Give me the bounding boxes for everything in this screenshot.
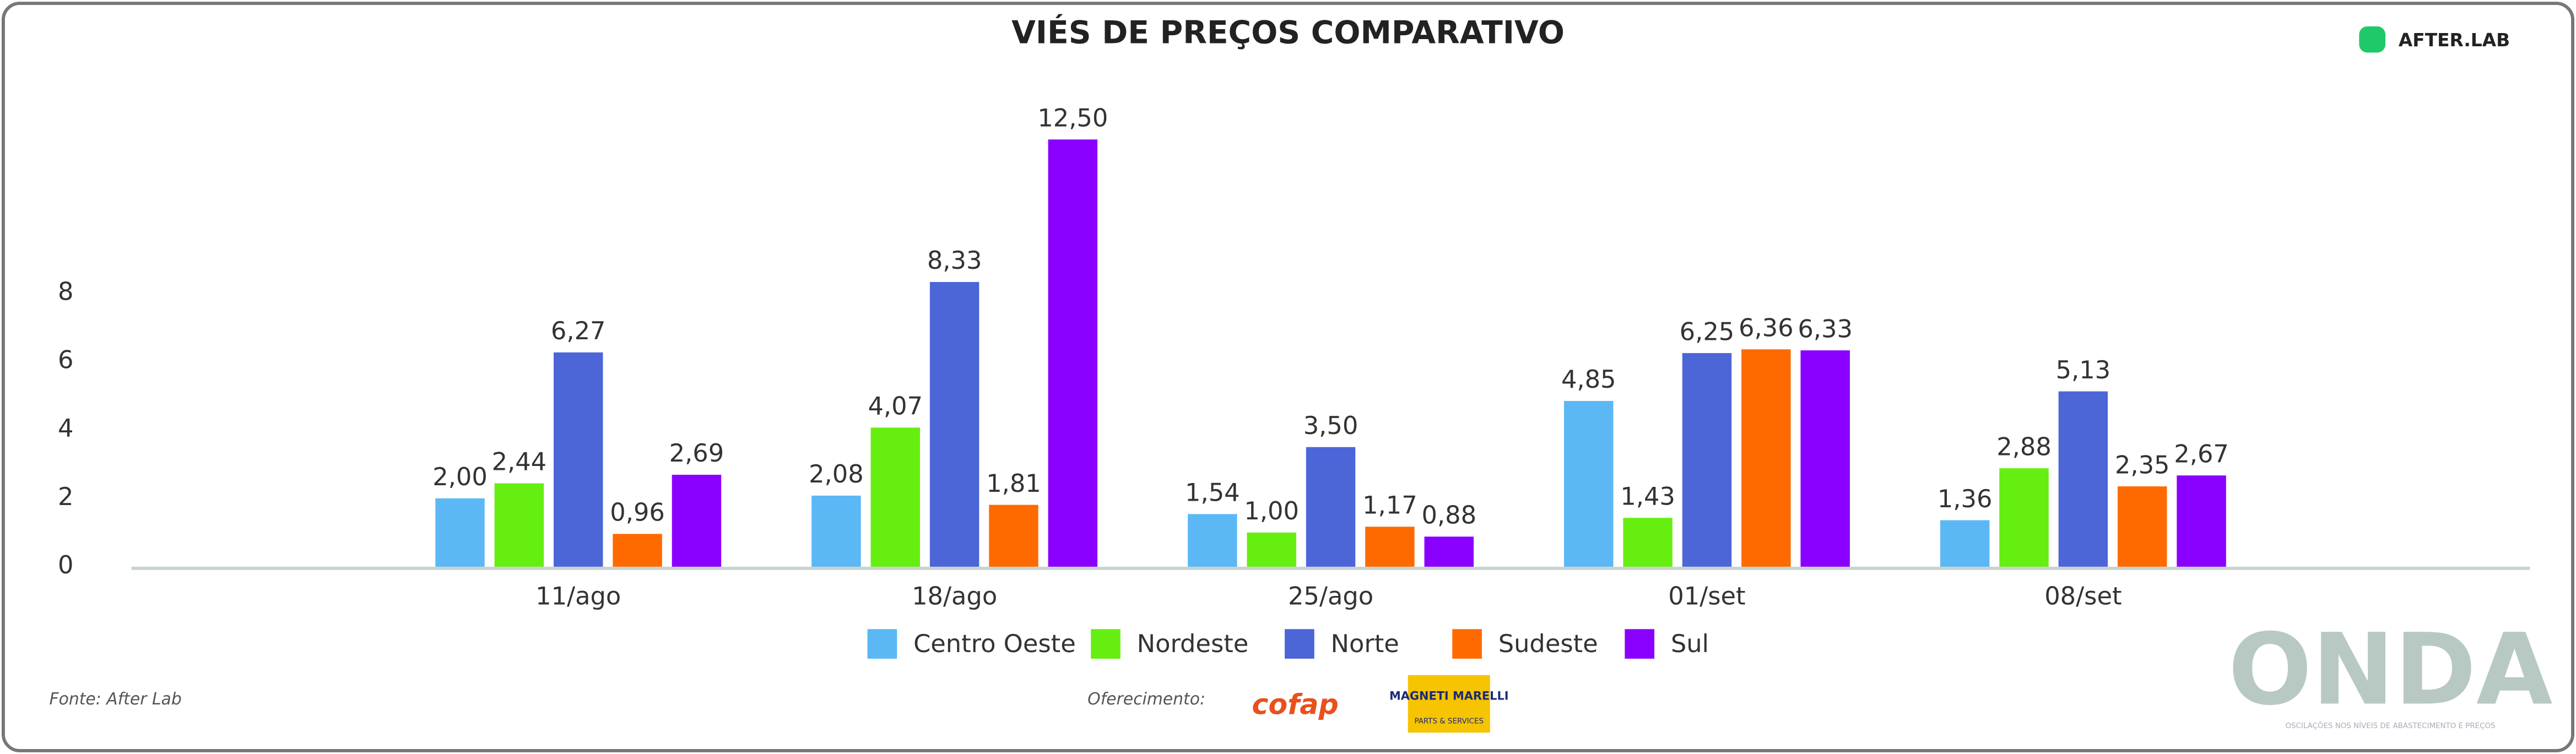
bar	[1940, 520, 1990, 567]
x-tick-label: 01/set	[1668, 582, 1745, 611]
chart-title: VIÉS DE PREÇOS COMPARATIVO	[1011, 13, 1565, 51]
legend-swatch	[1285, 629, 1314, 659]
legend-label: Norte	[1331, 629, 1399, 658]
value-label: 2,35	[2115, 450, 2170, 479]
bar	[2058, 391, 2108, 567]
value-label: 1,43	[1620, 481, 1675, 511]
bar	[672, 475, 722, 567]
legend-label: Centro Oeste	[913, 629, 1076, 658]
legend-swatch	[1091, 629, 1121, 659]
bar	[1564, 400, 1614, 567]
value-label: 2,44	[492, 447, 547, 476]
bar	[553, 352, 603, 567]
y-tick-label: 4	[58, 414, 73, 443]
bar	[989, 505, 1038, 567]
brand-icon	[2359, 26, 2386, 53]
bar	[2177, 475, 2226, 567]
bar	[1306, 447, 1356, 567]
value-label: 2,88	[1996, 432, 2052, 461]
sponsor-cofap: cofap	[1252, 688, 1338, 720]
y-tick-label: 8	[58, 276, 73, 306]
sponsor-label: Oferecimento:	[1087, 690, 1205, 709]
value-label: 6,33	[1798, 314, 1853, 343]
legend-label: Nordeste	[1137, 629, 1249, 658]
bar	[613, 534, 662, 567]
bar	[1682, 353, 1732, 567]
value-label: 6,25	[1680, 317, 1735, 346]
y-tick-label: 2	[58, 482, 73, 511]
brand: AFTER.LAB	[2399, 30, 2510, 51]
bar	[1424, 536, 1474, 567]
value-label: 5,13	[2056, 355, 2111, 384]
x-tick-label: 25/ago	[1288, 582, 1373, 611]
value-label: 2,08	[809, 459, 864, 489]
bar	[1741, 349, 1791, 567]
x-tick-label: 08/set	[2044, 582, 2122, 611]
bar	[1048, 139, 1098, 567]
y-tick-label: 0	[58, 550, 73, 579]
bar	[929, 282, 979, 567]
value-label: 2,67	[2174, 439, 2229, 468]
value-label: 0,88	[1421, 501, 1476, 530]
legend-swatch	[867, 629, 897, 659]
sponsor-magneti: MAGNETI MARELLI	[1389, 690, 1509, 703]
value-label: 3,50	[1303, 411, 1359, 440]
value-label: 4,85	[1561, 365, 1616, 394]
logo-tagline: OSCILAÇÕES NOS NÍVEIS DE ABASTECIMENTO E…	[2285, 721, 2495, 730]
value-label: 12,50	[1037, 103, 1108, 132]
source: Fonte: After Lab	[49, 690, 181, 709]
bar	[435, 498, 485, 567]
legend-swatch	[1625, 629, 1655, 659]
legend-label: Sudeste	[1498, 629, 1598, 658]
sponsor-sub: PARTS & SERVICES	[1415, 717, 1484, 725]
bar	[1188, 514, 1237, 567]
bar	[1247, 532, 1296, 567]
x-tick-label: 18/ago	[912, 582, 997, 611]
bar	[1623, 518, 1673, 567]
value-label: 2,00	[432, 462, 488, 491]
x-tick-label: 11/ago	[535, 582, 621, 611]
legend-label: Sul	[1671, 629, 1709, 658]
value-label: 1,81	[986, 469, 1041, 498]
legend-swatch	[1452, 629, 1482, 659]
value-label: 8,33	[927, 246, 982, 275]
bar	[1999, 468, 2049, 567]
bar	[2117, 486, 2167, 567]
bar	[1365, 527, 1415, 567]
value-label: 4,07	[868, 392, 923, 421]
value-label: 6,36	[1739, 313, 1794, 342]
sponsor-box	[1408, 675, 1490, 733]
value-label: 2,69	[669, 438, 724, 468]
bar	[1800, 350, 1850, 567]
value-label: 0,96	[610, 498, 665, 527]
logo: ONDA	[2228, 613, 2553, 728]
bar	[811, 495, 861, 567]
bar	[870, 427, 920, 567]
bar	[494, 483, 544, 567]
value-label: 1,54	[1185, 478, 1240, 507]
value-label: 1,17	[1362, 491, 1417, 520]
value-label: 6,27	[551, 316, 606, 345]
y-tick-label: 6	[58, 345, 73, 375]
value-label: 1,00	[1244, 496, 1299, 525]
value-label: 1,36	[1938, 484, 1993, 513]
